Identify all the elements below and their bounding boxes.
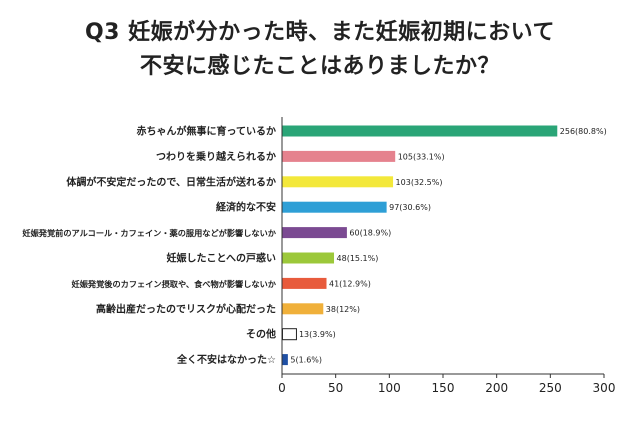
category-label: 全く不安はなかった☆: [176, 353, 276, 366]
data-label: 13(3.9%): [299, 330, 336, 339]
data-label: 38(12%): [326, 305, 360, 314]
x-tick-label: 100: [378, 381, 401, 395]
data-label: 60(18.9%): [349, 229, 391, 238]
category-label: 妊娠発覚前のアルコール・カフェイン・薬の服用などが影響しないか: [22, 228, 276, 238]
bar: [282, 176, 394, 188]
category-label: 経済的な不安: [216, 201, 276, 214]
bar: [282, 227, 347, 239]
bar: [282, 277, 327, 289]
data-label: 5(1.6%): [290, 356, 322, 365]
x-tick-label: 150: [432, 381, 455, 395]
category-label: 妊娠したことへの戸惑い: [167, 252, 277, 265]
x-tick-label: 250: [539, 381, 562, 395]
chart-title: Q3 妊娠が分かった時、また妊娠初期において 不安に感じたことはありましたか？: [0, 16, 640, 84]
data-label: 256(80.8%): [560, 127, 607, 136]
data-label: 105(33.1%): [398, 152, 445, 161]
category-label: つわりを乗り越えられるか: [156, 150, 276, 163]
chart-title-line-2: 不安に感じたことはありましたか？: [139, 54, 500, 79]
bar: [282, 150, 396, 162]
bar: [282, 328, 297, 341]
bar: [282, 303, 324, 315]
data-label: 41(12.9%): [329, 279, 371, 288]
bar: [282, 201, 387, 213]
category-label: 赤ちゃんが無事に育っているか: [137, 125, 277, 138]
category-label: 体調が不安定だったので、日常生活が送れるか: [66, 175, 276, 188]
x-tick-label: 200: [485, 381, 508, 395]
data-label: 103(32.5%): [396, 178, 443, 187]
category-label: 高齢出産だったのでリスクが心配だった: [96, 302, 276, 315]
category-label: 妊娠発覚後のカフェイン摂取や、食べ物が影響しないか: [72, 279, 277, 289]
bar: [282, 354, 288, 366]
data-label: 48(15.1%): [337, 254, 379, 263]
x-axis: 0 50 100 150 200 250 300: [278, 117, 615, 395]
bars-layer: 赤ちゃんが無事に育っているか 256(80.8%) つわりを乗り越えられるか 105(…: [22, 125, 606, 367]
bar: [282, 125, 558, 137]
x-tick-label: 50: [328, 381, 343, 395]
data-label: 97(30.6%): [389, 203, 431, 212]
bar: [282, 252, 335, 264]
x-tick-label: 0: [278, 381, 286, 395]
chart-title-line-1: Q3 妊娠が分かった時、また妊娠初期において: [84, 20, 555, 45]
x-tick-label: 300: [593, 381, 616, 395]
category-label: その他: [246, 328, 276, 341]
